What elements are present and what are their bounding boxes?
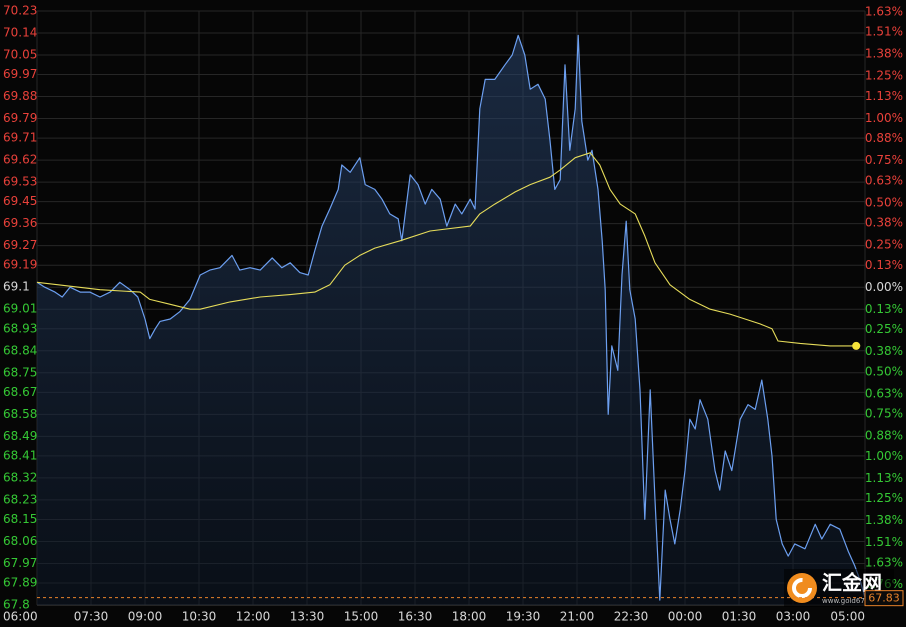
y2-tick-label: 0.88%	[865, 429, 903, 443]
y-tick-label: 69.79	[3, 111, 37, 125]
x-tick-label: 09:00	[128, 610, 163, 624]
logo-circle	[787, 573, 817, 603]
y2-tick-label: 1.38%	[865, 513, 903, 527]
logo-url: www.gold678.com	[822, 597, 887, 605]
y-tick-label: 68.84	[3, 343, 37, 357]
y-tick-label: 68.15	[3, 512, 37, 526]
y-tick-label: 70.23	[3, 4, 37, 18]
y-tick-label: 68.93	[3, 321, 37, 335]
x-tick-label: 13:30	[290, 610, 325, 624]
y2-tick-label: 1.63%	[865, 555, 903, 569]
y2-tick-label: 1.25%	[865, 491, 903, 505]
y2-tick-label: 0.88%	[865, 131, 903, 145]
x-tick-label: 18:00	[452, 610, 487, 624]
y2-tick-label: 0.50%	[865, 195, 903, 209]
y-tick-label: 68.06	[3, 534, 37, 548]
y2-tick-label: 1.38%	[865, 47, 903, 61]
current-price-box	[864, 590, 904, 607]
y-tick-label: 69.97	[3, 67, 37, 81]
y2-tick-label: 0.38%	[865, 344, 903, 358]
x-tick-label: 06:00	[3, 610, 38, 624]
x-tick-label: 07:30	[74, 610, 109, 624]
y-tick-label: 69.62	[3, 153, 37, 167]
y2-tick-label: 0.00%	[865, 280, 903, 294]
y-tick-label: 68.41	[3, 448, 37, 462]
y-tick-label: 68.58	[3, 407, 37, 421]
overlay: 67.83	[37, 341, 904, 607]
y2-tick-label: 0.75%	[865, 153, 903, 167]
end-marker	[852, 341, 861, 350]
line	[36, 152, 861, 347]
x-tick-label: 05:00	[830, 610, 865, 624]
y2-tick-label: 0.63%	[865, 386, 903, 400]
y2-tick-label: 1.00%	[865, 449, 903, 463]
y-tick-label: 70.05	[3, 48, 37, 62]
y-tick-label: 69.1	[3, 280, 30, 294]
y2-tick-label: 1.51%	[865, 25, 903, 39]
x-tick-label: 03:00	[776, 610, 811, 624]
y-tick-label: 69.71	[3, 131, 37, 145]
y-tick-label: 69.01	[3, 302, 37, 316]
y-tick-label: 70.14	[3, 26, 37, 40]
line	[36, 34, 866, 601]
y2-tick-label: 1.13%	[865, 89, 903, 103]
area	[37, 35, 865, 605]
y-tick-label: 68.32	[3, 470, 37, 484]
plot	[36, 34, 866, 605]
y2-tick-label: 0.75%	[865, 407, 903, 421]
y-tick-label: 69.36	[3, 216, 37, 230]
x-tick-label: 01:30	[722, 610, 757, 624]
y-tick-label: 68.75	[3, 365, 37, 379]
y2-tick-label: 1.25%	[865, 69, 903, 83]
y2-tick-label: 0.13%	[865, 302, 903, 316]
x-tick-label: 00:00	[668, 610, 703, 624]
y-tick-label: 67.97	[3, 556, 37, 570]
y-tick-label: 69.88	[3, 89, 37, 103]
y-tick-label: 68.23	[3, 492, 37, 506]
y-tick-label: 69.45	[3, 194, 37, 208]
y2-tick-label: 1.51%	[865, 535, 903, 549]
y-tick-label: 68.49	[3, 429, 37, 443]
y-tick-label: 69.53	[3, 175, 37, 189]
y-tick-label: 67.8	[3, 598, 30, 612]
y2-tick-label: 0.25%	[865, 238, 903, 252]
x-tick-label: 12:00	[236, 610, 271, 624]
x-tick-label: 15:00	[344, 610, 379, 624]
x-tick-label: 10:30	[182, 610, 217, 624]
y2-tick-label: 1.63%	[865, 4, 903, 18]
labels: 70.23 70.14 70.05 69.97 69.88 69.79 69.71 69.62…	[3, 4, 903, 624]
y2-tick-label: 1.13%	[865, 471, 903, 485]
y-tick-label: 69.19	[3, 258, 37, 272]
y-tick-label: 68.67	[3, 385, 37, 399]
y-tick-label: 69.27	[3, 238, 37, 252]
x-tick-label: 19:30	[506, 610, 541, 624]
y2-tick-label: 0.25%	[865, 322, 903, 336]
logo-mark	[792, 578, 812, 598]
current-price-label: 67.83	[868, 592, 900, 605]
y2-tick-label: 0.63%	[865, 173, 903, 187]
y2-tick-label: 0.13%	[865, 258, 903, 272]
x-tick-label: 16:30	[398, 610, 433, 624]
y2-tick-label: 0.38%	[865, 216, 903, 230]
x-tick-label: 21:00	[560, 610, 595, 624]
x-tick-label: 22:30	[614, 610, 649, 624]
y2-tick-label: 1.00%	[865, 111, 903, 125]
y-tick-label: 67.89	[3, 576, 37, 590]
y2-tick-label: 0.50%	[865, 364, 903, 378]
